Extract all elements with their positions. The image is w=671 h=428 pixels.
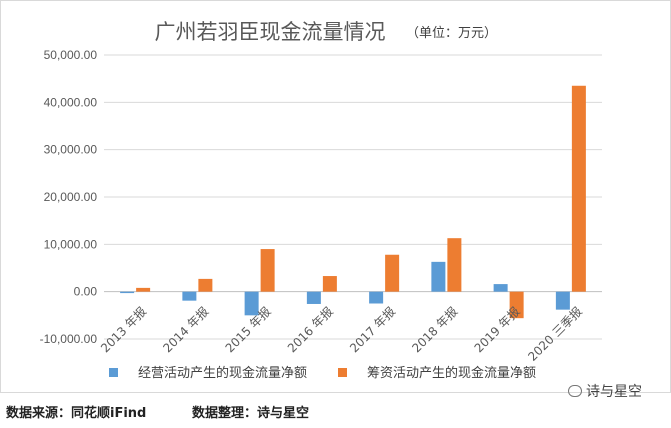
x-category-label: 2018 年报 [409,304,461,356]
y-tick-label: 30,000.00 [44,143,98,157]
bar-financing [447,238,462,292]
chart-title: 广州若羽臣现金流量情况 [155,20,386,44]
legend: 经营活动产生的现金流量净额 筹资活动产生的现金流量净额 [109,365,536,381]
bar-operating [369,291,384,304]
bar-financing [322,276,337,292]
y-tick-label: -10,000.00 [40,332,98,346]
y-tick-label: 0.00 [74,285,98,299]
y-axis-ticks: 50,000.00 40,000.00 30,000.00 20,000.00 10,0… [40,48,98,346]
chart-unit: （单位：万元） [406,26,497,41]
x-category-label: 2013 年报 [97,304,149,356]
x-category-label: 2017 年报 [346,304,398,356]
legend-label: 筹资活动产生的现金流量净额 [367,365,536,381]
bar-operating [555,291,570,310]
bars [120,85,586,319]
gridlines [104,54,602,340]
bar-financing [198,278,213,292]
x-category-label: 2020 三季报 [525,304,585,364]
bar-financing [385,254,400,292]
bar-operating [306,291,321,304]
bar-financing [260,249,275,292]
legend-label: 经营活动产生的现金流量净额 [138,365,307,381]
bar-financing [571,85,586,292]
watermark-text: 诗与星空 [586,384,642,400]
x-category-label: 2016 年报 [284,304,336,356]
y-tick-label: 40,000.00 [44,95,98,109]
bar-financing [136,287,151,292]
x-category-label: 2019 年报 [471,304,523,356]
legend-swatch [109,368,118,377]
wechat-icon [568,385,582,397]
legend-swatch [338,368,347,377]
y-tick-label: 20,000.00 [44,190,98,204]
bar-operating [493,284,508,292]
y-tick-label: 50,000.00 [44,48,98,62]
x-axis-labels: 2013 年报 2014 年报 2015 年报 2016 年报 2017 年报 2018 … [97,304,585,364]
bar-operating [244,291,259,316]
bar-financing [509,291,524,319]
bar-operating [431,261,446,292]
cash-flow-chart: 广州若羽臣现金流量情况 （单位：万元） 50,000.00 40,000.00 30… [40,20,602,381]
data-source: 数据来源：同花顺iFind [6,406,147,421]
y-tick-label: 10,000.00 [44,237,98,251]
watermark: 诗与星空 [568,381,642,401]
data-organizer: 数据整理：诗与星空 [192,406,310,421]
bar-operating [120,291,135,294]
x-category-label: 2014 年报 [160,304,212,356]
bar-operating [182,291,197,301]
footer: 数据来源：同花顺iFind 数据整理：诗与星空 [0,400,671,428]
